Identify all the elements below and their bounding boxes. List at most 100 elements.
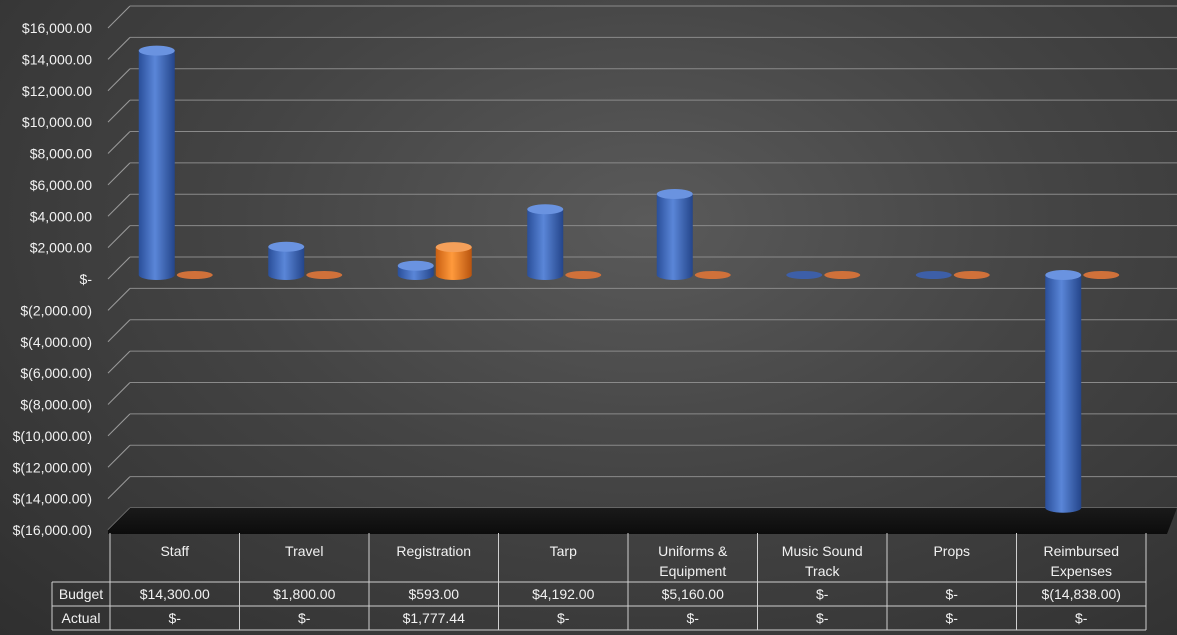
- bar-top-cap: [657, 189, 693, 199]
- y-tick-label: $(10,000.00): [13, 428, 92, 444]
- bar-body: [527, 209, 563, 275]
- bar-zero-disc: [824, 271, 860, 279]
- y-tick-label: $12,000.00: [22, 83, 92, 99]
- bar-budget-5: [786, 271, 822, 279]
- cell-budget: $593.00: [408, 586, 459, 602]
- gridline-depth: [108, 69, 130, 91]
- y-tick-label: $(16,000.00): [13, 522, 92, 538]
- category-label: Track: [805, 563, 840, 579]
- cell-actual: $-: [946, 610, 959, 626]
- bar-budget-6: [916, 271, 952, 279]
- bar-body: [139, 51, 175, 275]
- gridline-depth: [108, 257, 130, 279]
- gridline-depth: [108, 37, 130, 59]
- bar-actual-4: [695, 271, 731, 279]
- bar-budget-1: [268, 242, 304, 280]
- cell-budget: $4,192.00: [532, 586, 594, 602]
- gridline-depth: [108, 194, 130, 216]
- chart-floor: [108, 508, 1177, 534]
- bar-actual-1: [306, 271, 342, 279]
- gridline-depth: [108, 414, 130, 436]
- cell-actual: $-: [557, 610, 570, 626]
- bar-top-cap: [268, 242, 304, 252]
- cell-budget: $-: [946, 586, 959, 602]
- bar-layer: [139, 46, 1120, 513]
- cell-budget: $-: [816, 586, 829, 602]
- row-label-actual: Actual: [62, 610, 101, 626]
- bar-actual-6: [954, 271, 990, 279]
- gridline-depth: [108, 445, 130, 467]
- gridline-depth: [108, 383, 130, 405]
- bar-top-cap: [1045, 270, 1081, 280]
- bar-budget-2: [398, 261, 434, 280]
- bar-budget-7: [1045, 270, 1081, 513]
- gridline-depth: [108, 100, 130, 122]
- data-table: Staff Travel Registration Tarp Uniforms & Equ…: [52, 533, 1146, 630]
- cell-actual: $-: [816, 610, 829, 626]
- bar-actual-5: [824, 271, 860, 279]
- bar-zero-disc: [1083, 271, 1119, 279]
- category-label: Uniforms &: [658, 543, 728, 559]
- cell-budget: $1,800.00: [273, 586, 335, 602]
- cell-budget: $(14,838.00): [1042, 586, 1121, 602]
- bar-top-cap: [527, 204, 563, 214]
- y-tick-label: $6,000.00: [30, 177, 92, 193]
- bar-top-cap: [139, 46, 175, 56]
- gridline-depth: [108, 132, 130, 154]
- y-tick-label: $(8,000.00): [20, 397, 92, 413]
- category-label: Music Sound: [782, 543, 863, 559]
- bar-zero-disc: [565, 271, 601, 279]
- cell-actual: $-: [1075, 610, 1088, 626]
- y-tick-label: $(6,000.00): [20, 365, 92, 381]
- bar-budget-3: [527, 204, 563, 280]
- category-label: Tarp: [550, 543, 577, 559]
- y-tick-label: $(14,000.00): [13, 491, 92, 507]
- floor-layer: [108, 508, 1177, 534]
- y-tick-label: $14,000.00: [22, 51, 92, 67]
- bar-zero-disc: [177, 271, 213, 279]
- cell-actual: $-: [298, 610, 311, 626]
- y-axis-ticks: $16,000.00 $14,000.00 $12,000.00 $10,000.00…: [13, 20, 93, 538]
- bar-zero-disc: [916, 271, 952, 279]
- y-tick-label: $(4,000.00): [20, 334, 92, 350]
- category-label: Reimbursed: [1044, 543, 1119, 559]
- bar-budget-0: [139, 46, 175, 280]
- bar-budget-4: [657, 189, 693, 280]
- bar-zero-disc: [306, 271, 342, 279]
- y-tick-label: $10,000.00: [22, 114, 92, 130]
- bar-body: [1045, 275, 1081, 508]
- y-tick-label: $8,000.00: [30, 146, 92, 162]
- y-tick-label: $2,000.00: [30, 240, 92, 256]
- bar-actual-2: [436, 242, 472, 280]
- bar-zero-disc: [786, 271, 822, 279]
- y-tick-label: $(12,000.00): [13, 459, 92, 475]
- gridline-depth: [108, 6, 130, 28]
- gridline-depth: [108, 477, 130, 499]
- category-label: Equipment: [659, 563, 726, 579]
- category-label: Expenses: [1051, 563, 1112, 579]
- gridline-depth: [108, 288, 130, 310]
- y-tick-label: $(2,000.00): [20, 302, 92, 318]
- cell-budget: $5,160.00: [662, 586, 724, 602]
- bar-body: [657, 194, 693, 275]
- y-tick-label: $-: [80, 271, 93, 287]
- gridline-depth: [108, 351, 130, 373]
- bar-top-cap: [436, 242, 472, 252]
- bar-actual-3: [565, 271, 601, 279]
- cell-actual: $-: [687, 610, 700, 626]
- category-label: Props: [933, 543, 970, 559]
- bar-top-cap: [398, 261, 434, 271]
- cell-budget: $14,300.00: [140, 586, 210, 602]
- bar-zero-disc: [954, 271, 990, 279]
- category-label: Staff: [160, 543, 189, 559]
- bar-actual-0: [177, 271, 213, 279]
- y-tick-label: $16,000.00: [22, 20, 92, 36]
- category-label: Travel: [285, 543, 323, 559]
- cell-actual: $-: [169, 610, 182, 626]
- gridline-depth: [108, 226, 130, 248]
- bar-zero-disc: [695, 271, 731, 279]
- bar-actual-7: [1083, 271, 1119, 279]
- category-label: Registration: [396, 543, 471, 559]
- y-tick-label: $4,000.00: [30, 208, 92, 224]
